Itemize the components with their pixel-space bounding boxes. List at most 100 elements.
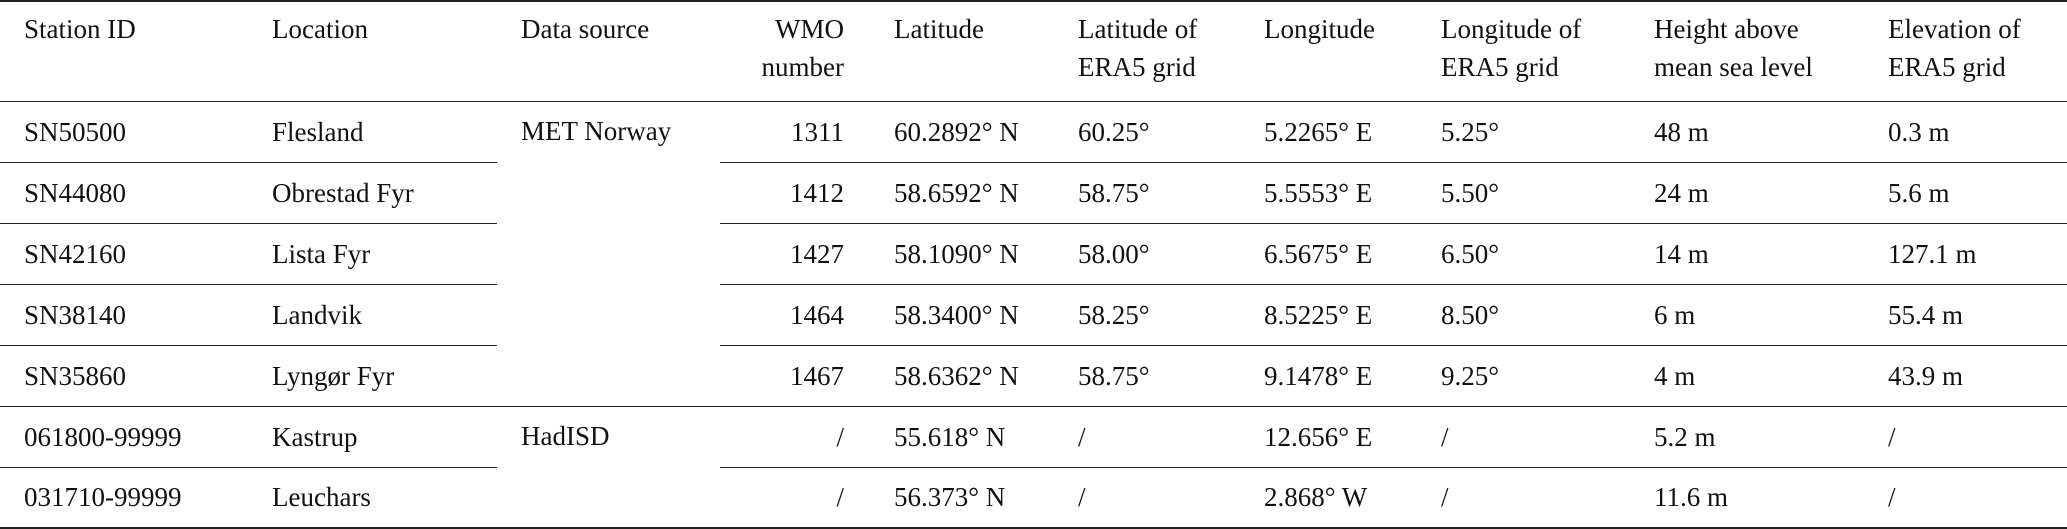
- table-cell: 55.618° N: [870, 406, 1054, 468]
- header-text: number: [761, 52, 844, 82]
- header-cell: Height above mean sea level: [1630, 0, 1864, 102]
- table-cell: Landvik: [248, 284, 497, 346]
- data-source-cell: HadISD: [497, 406, 720, 529]
- table-cell: Lyngør Fyr: [248, 345, 497, 407]
- header-row: Station ID Location Data source WMO number La…: [0, 0, 2067, 102]
- table-cell: 5.2 m: [1630, 406, 1864, 468]
- header-text: ERA5 grid: [1888, 52, 2006, 82]
- table-cell: 6 m: [1630, 284, 1864, 346]
- table-cell: SN50500: [0, 101, 248, 163]
- header-text: Station ID: [24, 14, 136, 44]
- header-text: ERA5 grid: [1441, 52, 1559, 82]
- table-cell: 4 m: [1630, 345, 1864, 407]
- table-row: SN44080 Obrestad Fyr 1412 58.6592° N 58.75° 5…: [0, 162, 2067, 224]
- table-cell: 5.2265° E: [1240, 101, 1417, 163]
- table-cell: 9.25°: [1417, 345, 1630, 407]
- header-text: Data source: [521, 14, 650, 44]
- table-cell: Lista Fyr: [248, 223, 497, 285]
- table-cell: 58.25°: [1054, 284, 1240, 346]
- table-cell: 5.25°: [1417, 101, 1630, 163]
- header-text: Longitude: [1264, 14, 1375, 44]
- table-cell: /: [1864, 406, 2067, 468]
- table-row: SN38140 Landvik 1464 58.3400° N 58.25° 8.5225…: [0, 284, 2067, 346]
- header-cell: Data source: [497, 0, 720, 102]
- header-cell: WMO number: [720, 0, 870, 102]
- table-cell: 58.6592° N: [870, 162, 1054, 224]
- header-text: Height above: [1654, 14, 1799, 44]
- header-cell: Location: [248, 0, 497, 102]
- table-cell: 6.50°: [1417, 223, 1630, 285]
- table-cell: Kastrup: [248, 406, 497, 468]
- table-cell: 12.656° E: [1240, 406, 1417, 468]
- table-cell: 5.5553° E: [1240, 162, 1417, 224]
- table-cell: 8.50°: [1417, 284, 1630, 346]
- table-cell: 2.868° W: [1240, 467, 1417, 529]
- table-cell: 6.5675° E: [1240, 223, 1417, 285]
- table-cell: 58.75°: [1054, 345, 1240, 407]
- table-cell: 60.25°: [1054, 101, 1240, 163]
- table-row: 061800-99999 Kastrup HadISD/55.618° N/12.6…: [0, 406, 2067, 529]
- table-cell: 55.4 m: [1864, 284, 2067, 346]
- table-cell: 1464: [720, 284, 870, 346]
- table-row: SN35860 Lyngør Fyr 1467 58.6362° N 58.75° 9.1…: [0, 345, 2067, 407]
- header-text: WMO: [775, 14, 844, 44]
- table-cell: SN42160: [0, 223, 248, 285]
- table-cell: 58.3400° N: [870, 284, 1054, 346]
- header-text: Latitude of: [1078, 14, 1198, 44]
- table-cell: 1427: [720, 223, 870, 285]
- table-cell: Obrestad Fyr: [248, 162, 497, 224]
- header-text: mean sea level: [1654, 52, 1813, 82]
- table-cell: /: [720, 406, 870, 468]
- header-text: Elevation of: [1888, 14, 2021, 44]
- header-cell: Longitude of ERA5 grid: [1417, 0, 1630, 102]
- table-cell: 1412: [720, 162, 870, 224]
- table-cell: SN35860: [0, 345, 248, 407]
- table-cell: SN44080: [0, 162, 248, 224]
- table-cell: 48 m: [1630, 101, 1864, 163]
- table-row: 031710-99999 Leuchars/56.373° N/2.868° W /…: [0, 467, 2067, 529]
- header-cell: Station ID: [0, 0, 248, 102]
- data-source-cell: MET Norway: [497, 101, 720, 407]
- table-cell: /: [1864, 467, 2067, 529]
- header-text: Latitude: [894, 14, 984, 44]
- table-cell: /: [1417, 406, 1630, 468]
- header-text: Longitude of: [1441, 14, 1582, 44]
- header-cell: Longitude: [1240, 0, 1417, 102]
- table-cell: 9.1478° E: [1240, 345, 1417, 407]
- table-cell: 0.3 m: [1864, 101, 2067, 163]
- table-cell: Flesland: [248, 101, 497, 163]
- table-cell: 1467: [720, 345, 870, 407]
- table-cell: 5.50°: [1417, 162, 1630, 224]
- table-cell: /: [1054, 406, 1240, 468]
- table-cell: 14 m: [1630, 223, 1864, 285]
- header-text: ERA5 grid: [1078, 52, 1196, 82]
- table-row: SN42160 Lista Fyr 1427 58.1090° N 58.00° 6.56…: [0, 223, 2067, 285]
- table-cell: Leuchars: [248, 467, 497, 529]
- table-cell: 56.373° N: [870, 467, 1054, 529]
- table-cell: /: [1417, 467, 1630, 529]
- table-cell: 1311: [720, 101, 870, 163]
- header-cell: Latitude of ERA5 grid: [1054, 0, 1240, 102]
- table-cell: 43.9 m: [1864, 345, 2067, 407]
- table-cell: 60.2892° N: [870, 101, 1054, 163]
- table-cell: 58.6362° N: [870, 345, 1054, 407]
- header-cell: Elevation of ERA5 grid: [1864, 0, 2067, 102]
- table-cell: 58.00°: [1054, 223, 1240, 285]
- table-cell: SN38140: [0, 284, 248, 346]
- header-cell: Latitude: [870, 0, 1054, 102]
- table-cell: 58.75°: [1054, 162, 1240, 224]
- table-cell: 11.6 m: [1630, 467, 1864, 529]
- table-cell: 5.6 m: [1864, 162, 2067, 224]
- table-cell: 8.5225° E: [1240, 284, 1417, 346]
- table-cell: 127.1 m: [1864, 223, 2067, 285]
- header-text: Location: [272, 14, 368, 44]
- table-cell: 031710-99999: [0, 467, 248, 529]
- table-cell: 061800-99999: [0, 406, 248, 468]
- table-cell: /: [720, 467, 870, 529]
- table-cell: 24 m: [1630, 162, 1864, 224]
- table-cell: /: [1054, 467, 1240, 529]
